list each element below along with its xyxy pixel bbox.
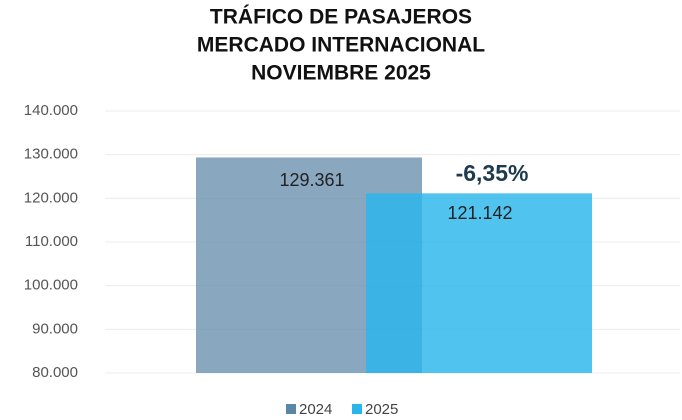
- annotation: -6,35%: [456, 160, 529, 186]
- bar: [366, 193, 592, 373]
- chart-title: MERCADO INTERNACIONAL: [197, 34, 485, 57]
- y-tick-label: 90.000: [32, 320, 78, 337]
- chart-title: NOVIEMBRE 2025: [251, 62, 431, 85]
- legend-label: 2024: [299, 401, 332, 418]
- data-label: 121.142: [447, 203, 512, 223]
- y-tick-label: 100.000: [24, 277, 78, 294]
- legend-swatch: [286, 404, 296, 414]
- legend-label: 2025: [365, 401, 398, 418]
- y-tick-label: 120.000: [24, 189, 78, 206]
- data-label: 129.361: [279, 170, 344, 190]
- y-tick-label: 80.000: [32, 364, 78, 381]
- y-tick-label: 140.000: [24, 102, 78, 119]
- chart-title: TRÁFICO DE PASAJEROS: [210, 6, 472, 29]
- y-tick-label: 110.000: [25, 233, 78, 250]
- y-tick-label: 130.000: [24, 146, 78, 163]
- legend-swatch: [352, 404, 362, 414]
